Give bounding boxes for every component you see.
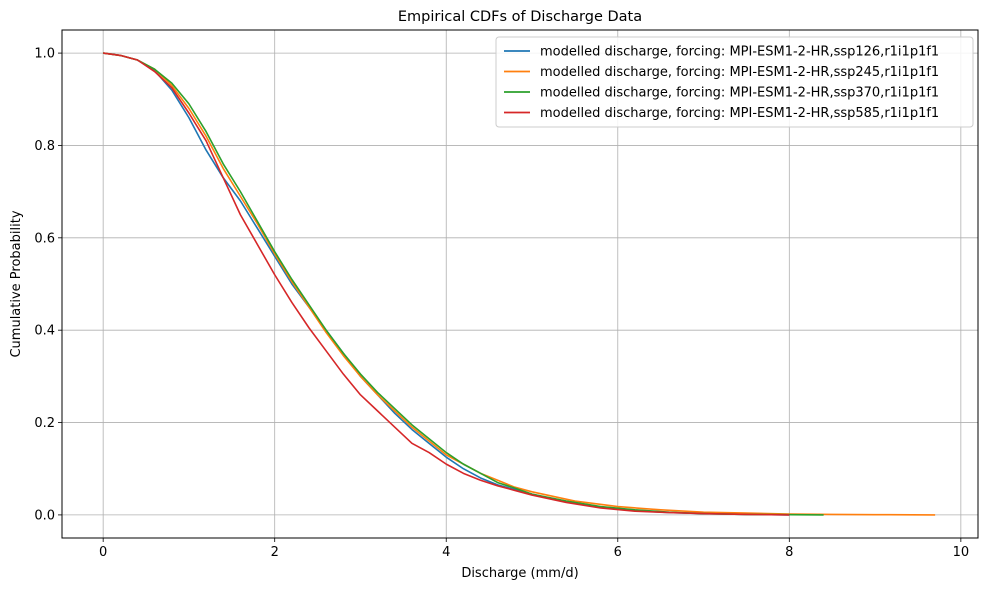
- chart-title: Empirical CDFs of Discharge Data: [398, 9, 642, 25]
- x-tick-label: 4: [442, 545, 450, 560]
- x-tick-label: 8: [785, 545, 793, 560]
- series-line-2: [103, 52, 936, 516]
- series-lines: [103, 52, 936, 516]
- legend-label: modelled discharge, forcing: MPI-ESM1-2-…: [540, 45, 939, 60]
- y-tick-label: 0.4: [34, 324, 55, 339]
- legend-label: modelled discharge, forcing: MPI-ESM1-2-…: [540, 106, 939, 121]
- y-axis-label: Cumulative Probability: [9, 210, 24, 357]
- y-tick-label: 0.0: [34, 508, 55, 523]
- legend-label: modelled discharge, forcing: MPI-ESM1-2-…: [540, 65, 939, 80]
- y-tick-label: 0.6: [34, 231, 55, 246]
- x-axis-ticks: 0 2 4 6 8 10: [99, 538, 969, 560]
- legend: modelled discharge, forcing: MPI-ESM1-2-…: [495, 36, 974, 128]
- x-tick-label: 0: [99, 545, 107, 560]
- y-tick-label: 0.8: [34, 139, 55, 154]
- x-tick-label: 6: [614, 545, 622, 560]
- x-tick-label: 10: [953, 545, 970, 560]
- legend-box: [495, 36, 974, 128]
- y-tick-label: 0.2: [34, 416, 55, 431]
- series-line-4: [103, 52, 790, 516]
- legend-label: modelled discharge, forcing: MPI-ESM1-2-…: [540, 86, 939, 101]
- plot-frame: [61, 29, 979, 539]
- y-tick-label: 1.0: [34, 47, 55, 62]
- series-line-3: [103, 52, 824, 516]
- y-axis-ticks: 0.0 0.2 0.4 0.6 0.8 1.0: [34, 47, 62, 523]
- x-axis-label: Discharge (mm/d): [461, 566, 578, 581]
- x-tick-label: 2: [271, 545, 279, 560]
